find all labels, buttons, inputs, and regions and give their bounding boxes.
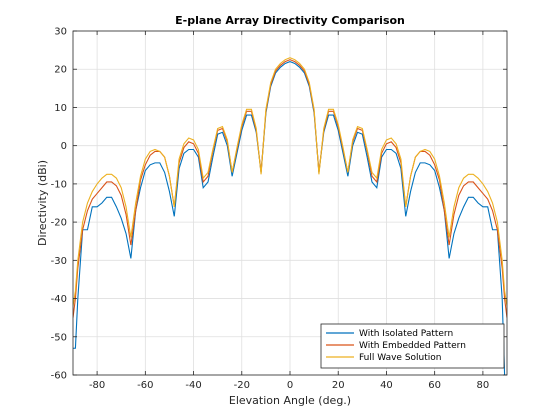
series-line-2 [73,59,507,318]
x-tick-label: 40 [380,380,393,391]
series-lines [73,57,507,375]
axis-ticks: -80 -60 -40 -20 0 20 40 60 80 -60 -50 -40 -30 -20 -10 0… [51,27,507,391]
legend: With Isolated Pattern With Embedded Patte… [320,323,505,369]
legend-label-2: With Embedded Pattern [359,341,466,351]
x-tick-label: -60 [137,380,153,391]
y-tick-label: 20 [54,65,67,76]
series-line-1 [73,60,507,375]
x-tick-label: -20 [234,380,250,391]
y-tick-label: -60 [51,371,67,382]
legend-label-3: Full Wave Solution [359,353,441,363]
y-tick-label: -10 [51,179,67,190]
x-tick-label: 20 [332,380,345,391]
x-tick-label: 80 [477,380,490,391]
x-tick-label: 0 [287,380,293,391]
y-tick-label: 30 [54,27,67,38]
y-tick-label: -20 [51,218,67,229]
legend-box [320,323,505,369]
x-axis-label: Elevation Angle (deg.) [229,394,351,407]
y-tick-label: -40 [51,294,67,305]
y-tick-label: -30 [51,256,67,267]
chart-title: E-plane Array Directivity Comparison [175,14,405,27]
series-line-3 [73,57,507,307]
y-axis-label: Directivity (dBi) [36,160,49,246]
y-tick-label: 10 [54,103,67,114]
legend-label-1: With Isolated Pattern [359,329,453,339]
y-tick-label: -50 [51,332,67,343]
x-tick-label: -40 [185,380,201,391]
x-tick-label: 60 [428,380,441,391]
y-tick-label: 0 [61,141,67,152]
x-tick-label: -80 [89,380,105,391]
